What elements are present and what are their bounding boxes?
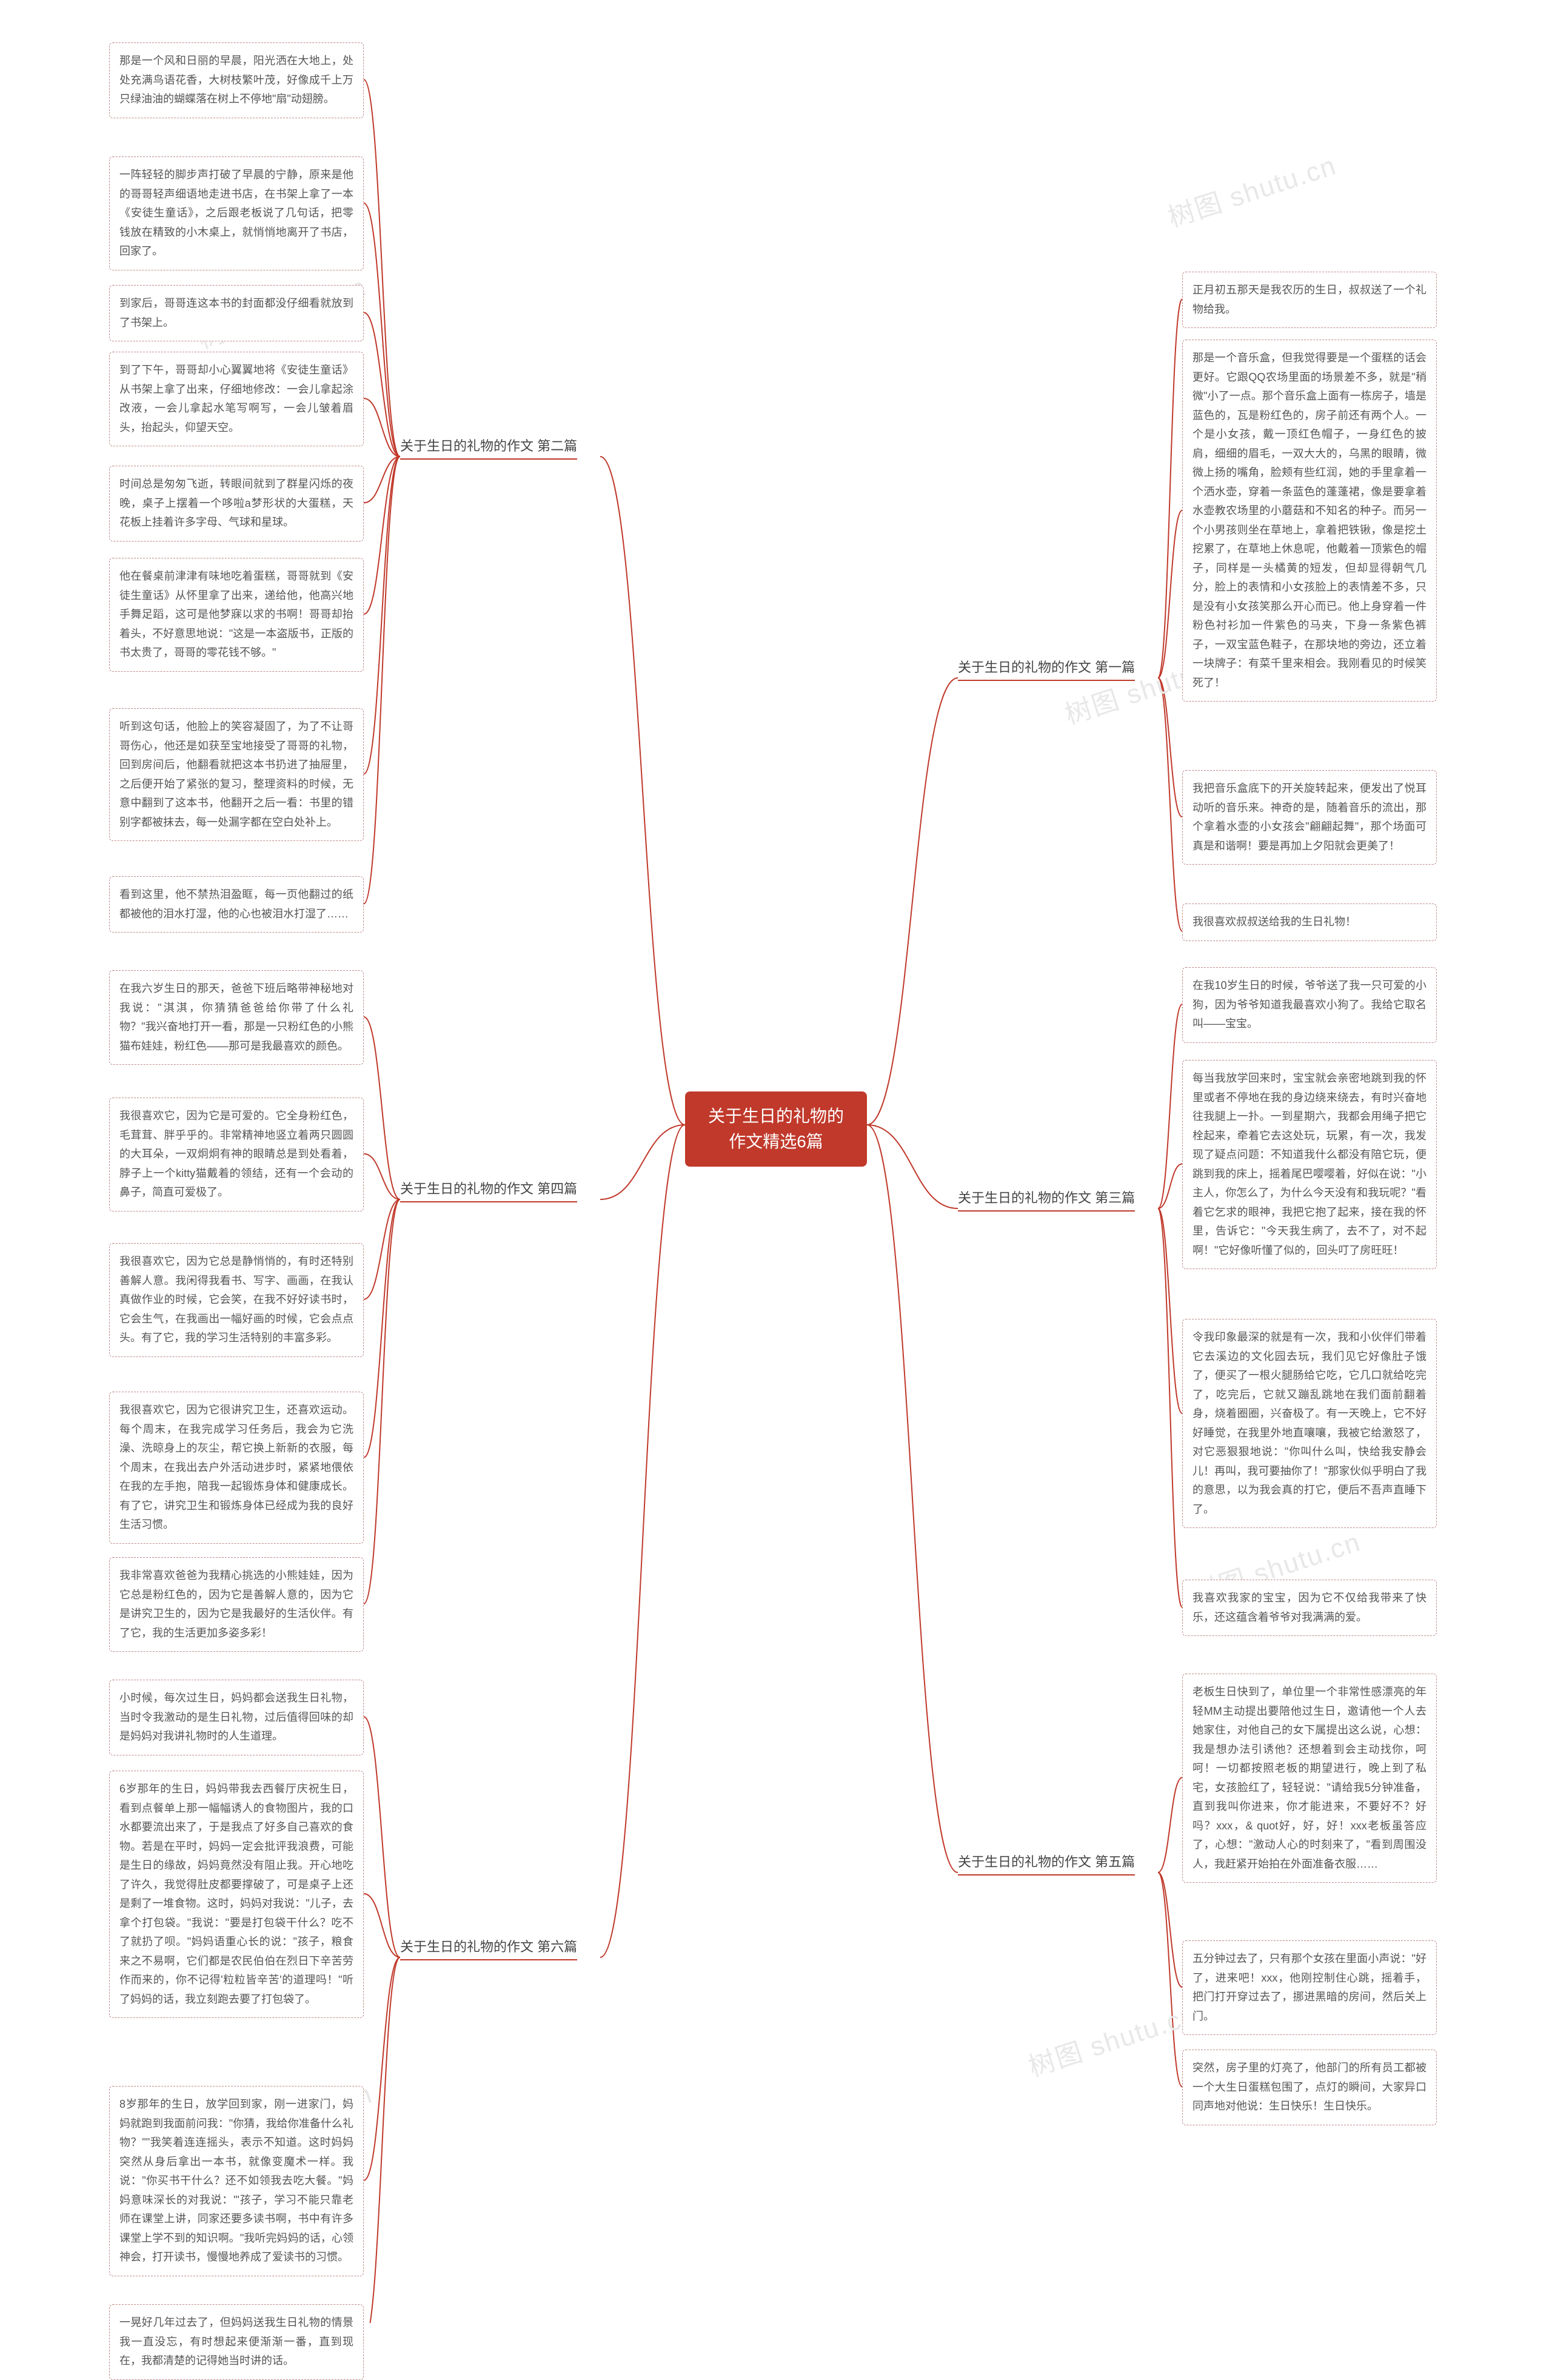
watermark: 树图 shutu.cn — [1162, 144, 1340, 235]
leaf-node: 到了下午，哥哥却小心翼翼地将《安徒生童话》从书架上拿了出来，仔细地修改：一会儿拿… — [109, 352, 364, 446]
leaf-node: 老板生日快到了，单位里一个非常性感漂亮的年轻MM主动提出要陪他过生日，邀请他一个… — [1182, 1674, 1437, 1883]
leaf-node: 我很喜欢它，因为它总是静悄悄的，有时还特别善解人意。我闲得我看书、写字、画画，在… — [109, 1243, 364, 1357]
leaf-node: 我很喜欢叔叔送给我的生日礼物！ — [1182, 903, 1437, 941]
leaf-node: 令我印象最深的就是有一次，我和小伙伴们带着它去溪边的文化园去玩，我们见它好像肚子… — [1182, 1319, 1437, 1528]
leaf-node: 他在餐桌前津津有味地吃着蛋糕，哥哥就到《安徒生童话》从怀里拿了出来，递给他，他高… — [109, 558, 364, 672]
leaf-node: 正月初五那天是我农历的生日，叔叔送了一个礼物给我。 — [1182, 272, 1437, 328]
center-topic-text: 关于生日的礼物的作文精选6篇 — [708, 1107, 844, 1151]
leaf-node: 我把音乐盒底下的开关旋转起来，便发出了悦耳动听的音乐来。神奇的是，随着音乐的流出… — [1182, 770, 1437, 865]
leaf-node: 看到这里，他不禁热泪盈眶，每一页他翻过的纸都被他的泪水打湿，他的心也被泪水打湿了… — [109, 876, 364, 933]
branch-label: 关于生日的礼物的作文 第一篇 — [958, 655, 1135, 681]
leaf-node: 听到这句话，他脸上的笑容凝固了，为了不让哥哥伤心，他还是如获至宝地接受了哥哥的礼… — [109, 708, 364, 841]
branch-label: 关于生日的礼物的作文 第五篇 — [958, 1849, 1135, 1876]
leaf-node: 8岁那年的生日，放学回到家，刚一进家门，妈妈就跑到我面前问我："你猜，我给你准备… — [109, 2086, 364, 2276]
leaf-node: 那是一个音乐盒，但我觉得要是一个蛋糕的话会更好。它跟QQ农场里面的场景差不多，就… — [1182, 340, 1437, 702]
leaf-node: 突然，房子里的灯亮了，他部门的所有员工都被一个大生日蛋糕包围了，点灯的瞬间，大家… — [1182, 2050, 1437, 2125]
leaf-node: 五分钟过去了，只有那个女孩在里面小声说："好了，进来吧！xxx，他刚控制住心跳，… — [1182, 1940, 1437, 2035]
leaf-node: 一阵轻轻的脚步声打破了早晨的宁静，原来是他的哥哥轻声细语地走进书店，在书架上拿了… — [109, 156, 364, 270]
branch-label: 关于生日的礼物的作文 第六篇 — [400, 1934, 577, 1960]
leaf-node: 一晃好几年过去了，但妈妈送我生日礼物的情景我一直没忘，有时想起来便渐渐一番，直到… — [109, 2304, 364, 2380]
leaf-node: 6岁那年的生日，妈妈带我去西餐厅庆祝生日，看到点餐单上那一幅幅诱人的食物图片，我… — [109, 1771, 364, 2018]
leaf-node: 那是一个风和日丽的早晨，阳光洒在大地上，处处充满鸟语花香，大树枝繁叶茂，好像成千… — [109, 42, 364, 118]
leaf-node: 到家后，哥哥连这本书的封面都没仔细看就放到了书架上。 — [109, 285, 364, 341]
leaf-node: 我很喜欢它，因为它很讲究卫生，还喜欢运动。每个周末，在我完成学习任务后，我会为它… — [109, 1392, 364, 1544]
branch-label: 关于生日的礼物的作文 第四篇 — [400, 1176, 577, 1202]
watermark: 树图 shutu.cn — [1023, 1993, 1201, 2084]
leaf-node: 小时候，每次过生日，妈妈都会送我生日礼物，当时令我激动的是生日礼物，过后值得回味… — [109, 1680, 364, 1755]
leaf-node: 在我10岁生日的时候，爷爷送了我一只可爱的小狗，因为爷爷知道我最喜欢小狗了。我给… — [1182, 967, 1437, 1043]
leaf-node: 时间总是匆匆飞逝，转眼间就到了群星闪烁的夜晚，桌子上摆着一个哆啦a梦形状的大蛋糕… — [109, 466, 364, 541]
leaf-node: 我喜欢我家的宝宝，因为它不仅给我带来了快乐，还这蕴含着爷爷对我满满的爱。 — [1182, 1580, 1437, 1636]
leaf-node: 我非常喜欢爸爸为我精心挑选的小熊娃娃，因为它总是粉红色的，因为它是善解人意的，因… — [109, 1557, 364, 1652]
leaf-node: 每当我放学回来时，宝宝就会亲密地跳到我的怀里或者不停地在我的身边绕来绕去，有时兴… — [1182, 1060, 1437, 1269]
center-topic: 关于生日的礼物的作文精选6篇 — [685, 1091, 867, 1167]
branch-label: 关于生日的礼物的作文 第三篇 — [958, 1185, 1135, 1212]
branch-label: 关于生日的礼物的作文 第二篇 — [400, 434, 577, 460]
leaf-node: 我很喜欢它，因为它是可爱的。它全身粉红色，毛茸茸、胖乎乎的。非常精神地竖立着两只… — [109, 1098, 364, 1212]
leaf-node: 在我六岁生日的那天，爸爸下班后略带神秘地对我说："淇淇，你猜猜爸爸给你带了什么礼… — [109, 970, 364, 1065]
